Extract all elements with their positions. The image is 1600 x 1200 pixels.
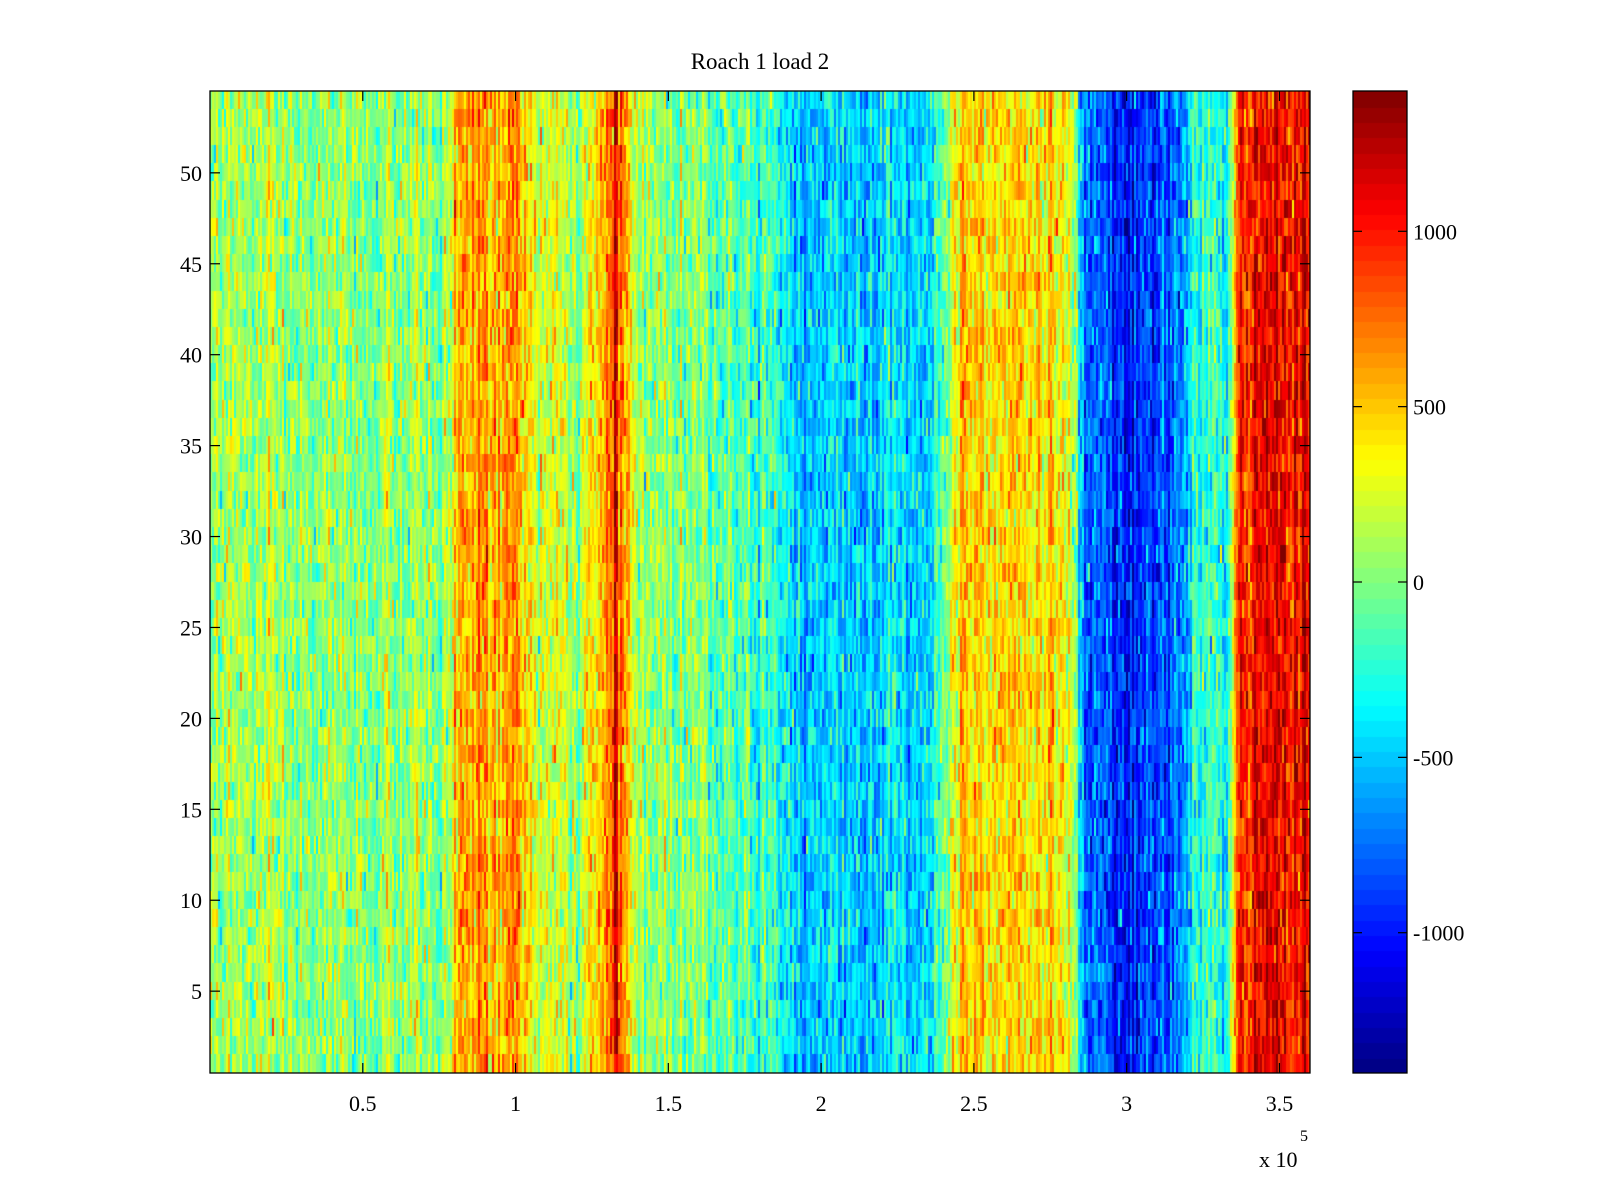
y-tick-label: 50 <box>180 161 202 186</box>
x-axis: 0.5 1 1.5 2 2.5 3 3.5 <box>349 91 1293 1116</box>
y-tick-label: 30 <box>180 525 202 550</box>
y-tick-label: 35 <box>180 434 202 459</box>
y-tick-label: 45 <box>180 252 202 277</box>
x-axis-exponent-power: 5 <box>1300 1128 1308 1145</box>
chart-title: Roach 1 load 2 <box>691 49 830 74</box>
colorbar-tick-label: 0 <box>1413 570 1424 595</box>
colorbar-axis: -1000 -500 0 500 1000 <box>1353 219 1464 946</box>
x-axis-exponent-label: x 10 <box>1259 1147 1298 1172</box>
x-tick-label: 2.5 <box>960 1091 988 1116</box>
x-tick-label: 1 <box>510 1091 521 1116</box>
y-tick-label: 15 <box>180 797 202 822</box>
x-tick-label: 1.5 <box>655 1091 683 1116</box>
heatmap-image <box>210 91 1310 1073</box>
colorbar-tick-label: 1000 <box>1413 219 1457 244</box>
x-tick-label: 2 <box>816 1091 827 1116</box>
colorbar-tick-label: 500 <box>1413 395 1446 420</box>
plot-frame <box>209 90 1311 1074</box>
y-tick-label: 20 <box>180 706 202 731</box>
x-tick-label: 3 <box>1121 1091 1132 1116</box>
colorbar-tick-label: -1000 <box>1413 921 1464 946</box>
y-tick-label: 25 <box>180 615 202 640</box>
colorbar-tick-label: -500 <box>1413 745 1453 770</box>
y-tick-label: 40 <box>180 343 202 368</box>
y-tick-label: 5 <box>191 979 202 1004</box>
y-axis: 5 10 15 20 25 30 35 40 45 50 <box>180 161 1310 1004</box>
x-tick-label: 3.5 <box>1266 1091 1294 1116</box>
x-tick-label: 0.5 <box>349 1091 377 1116</box>
y-tick-label: 10 <box>180 888 202 913</box>
